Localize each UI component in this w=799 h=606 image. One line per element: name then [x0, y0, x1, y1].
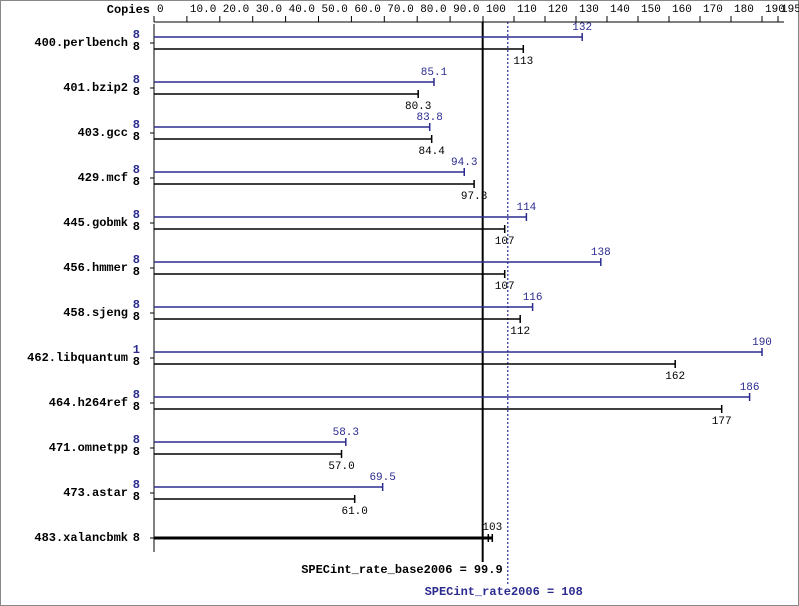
value-label: 83.8: [416, 112, 442, 124]
value-label: 57.0: [328, 461, 354, 473]
x-tick-label: 170: [703, 4, 723, 16]
reference-label: SPECint_rate_base2006 = 99.9: [301, 563, 502, 577]
x-tick-label: 110: [517, 4, 537, 16]
value-label: 177: [712, 416, 732, 428]
value-label: 114: [516, 202, 536, 214]
x-tick-label: 80.0: [420, 4, 446, 16]
copies: 8: [133, 118, 140, 132]
x-tick-label: 90.0: [453, 4, 479, 16]
x-tick-label: 50.0: [322, 4, 348, 16]
copies: 8: [133, 163, 140, 177]
value-label: 132: [572, 22, 592, 34]
x-tick-label: 195: [781, 4, 799, 16]
copies: 8: [133, 490, 140, 504]
reference-name: SPECint_rate2006 =: [425, 585, 555, 599]
value-label: 107: [495, 281, 515, 293]
x-tick-label: 30.0: [256, 4, 282, 16]
benchmark-label: 483.xalancbmk: [34, 531, 128, 545]
x-tick-label: 100: [486, 4, 506, 16]
x-tick-label: 190: [765, 4, 785, 16]
copies: 8: [133, 310, 140, 324]
benchmark-label: 400.perlbench: [34, 36, 128, 50]
x-tick-label: 140: [610, 4, 630, 16]
copies: 8: [133, 531, 140, 545]
x-tick-label: 10.0: [190, 4, 216, 16]
benchmark-label: 462.libquantum: [27, 351, 128, 365]
value-label: 107: [495, 236, 515, 248]
value-label: 85.1: [421, 67, 448, 79]
benchmark-label: 403.gcc: [78, 126, 128, 140]
benchmark-label: 456.hmmer: [63, 261, 128, 275]
copies: 8: [133, 28, 140, 42]
benchmark-label: 401.bzip2: [63, 81, 128, 95]
value-label: 112: [510, 326, 530, 338]
x-tick-label: 20.0: [223, 4, 249, 16]
x-tick-label: 40.0: [289, 4, 315, 16]
copies-header: Copies: [107, 3, 150, 17]
benchmark-label: 464.h264ref: [49, 396, 128, 410]
value-label: 80.3: [405, 101, 431, 113]
x-tick-label: 70.0: [387, 4, 413, 16]
copies: 8: [133, 388, 140, 402]
copies: 8: [133, 265, 140, 279]
copies: 8: [133, 400, 140, 414]
copies: 8: [133, 85, 140, 99]
reference-label: SPECint_rate2006 = 108: [425, 585, 583, 599]
x-tick-label: 180: [734, 4, 754, 16]
copies: 8: [133, 355, 140, 369]
value-label: 69.5: [369, 472, 395, 484]
x-tick-label: 60.0: [354, 4, 380, 16]
benchmark-label: 458.sjeng: [63, 306, 128, 320]
value-label: 84.4: [418, 146, 445, 158]
copies: 8: [133, 298, 140, 312]
x-tick-label: 150: [641, 4, 661, 16]
copies: 8: [133, 445, 140, 459]
value-label: 116: [523, 292, 543, 304]
reference-value: 108: [561, 585, 583, 599]
copies: 8: [133, 220, 140, 234]
copies: 8: [133, 208, 140, 222]
value-label: 58.3: [333, 427, 359, 439]
copies: 8: [133, 40, 140, 54]
value-label: 186: [740, 382, 760, 394]
value-label: 113: [513, 56, 533, 68]
benchmark-label: 445.gobmk: [63, 216, 128, 230]
copies: 8: [133, 253, 140, 267]
value-label: 190: [752, 337, 772, 349]
x-tick-label: 160: [672, 4, 692, 16]
x-tick-label: 120: [548, 4, 568, 16]
benchmark-label: 429.mcf: [78, 171, 128, 185]
copies: 8: [133, 478, 140, 492]
value-label: 94.3: [451, 157, 477, 169]
copies: 8: [133, 130, 140, 144]
value-label: 103: [482, 522, 502, 534]
value-label: 97.3: [461, 191, 487, 203]
copies: 8: [133, 433, 140, 447]
value-label: 162: [665, 371, 685, 383]
value-label: 61.0: [341, 506, 367, 518]
benchmark-label: 471.omnetpp: [49, 441, 128, 455]
x-tick-label: 130: [579, 4, 599, 16]
benchmark-label: 473.astar: [63, 486, 128, 500]
copies: 8: [133, 73, 140, 87]
reference-value: 99.9: [474, 563, 503, 577]
x-tick-label: 0: [157, 4, 164, 16]
value-label: 138: [591, 247, 611, 259]
reference-name: SPECint_rate_base2006 =: [301, 563, 467, 577]
copies: 8: [133, 175, 140, 189]
copies: 1: [133, 343, 140, 357]
